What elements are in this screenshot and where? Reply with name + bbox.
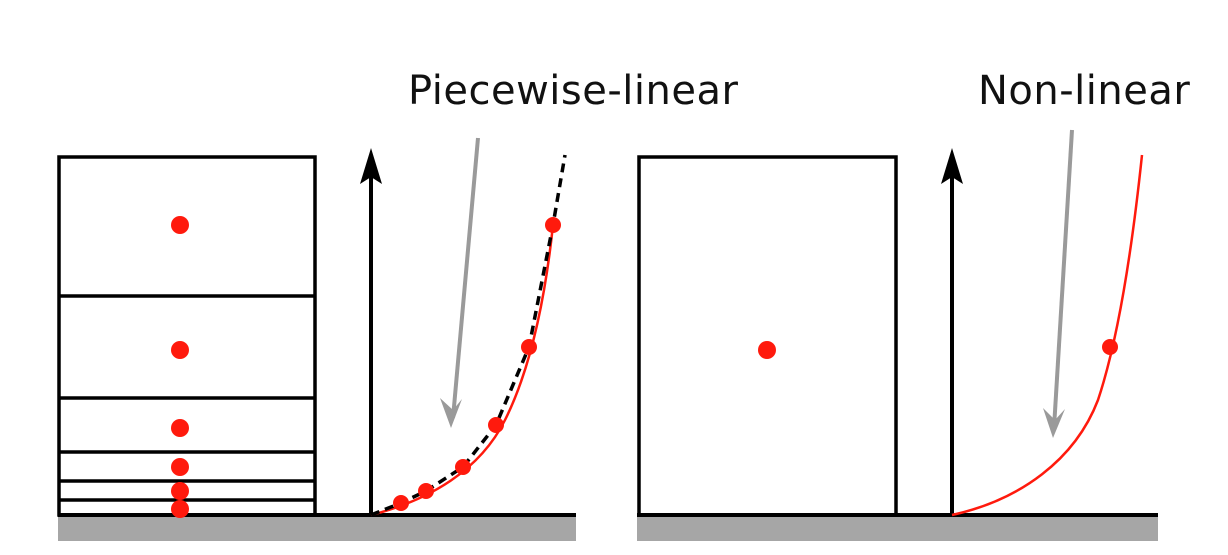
left-curve-point	[521, 339, 537, 355]
left-curve-point	[455, 459, 471, 475]
right-axis-arrowhead	[941, 148, 963, 184]
right-pointer-arrow-line	[1052, 129, 1074, 429]
right-ground	[637, 515, 1158, 541]
right-curve-point	[1102, 339, 1118, 355]
left-axis-arrowhead	[360, 148, 382, 184]
left-box-point	[171, 419, 189, 437]
left-curve-point	[545, 217, 561, 233]
left-box-point	[171, 500, 189, 518]
left-pointer-arrow-line	[451, 137, 480, 419]
left-panel	[57, 137, 576, 541]
piecewise-linear-label: Piecewise-linear	[408, 68, 739, 114]
right-pointer-arrow-head	[1043, 408, 1065, 438]
left-curve-point	[393, 495, 409, 511]
right-box-outline	[637, 155, 898, 517]
left-box-point	[171, 482, 189, 500]
non-linear-label: Non-linear	[978, 68, 1191, 114]
left-box-point	[171, 341, 189, 359]
right-panel	[637, 129, 1158, 541]
left-curve-point	[488, 417, 504, 433]
left-pointer-arrow-head	[440, 398, 462, 428]
left-curve-point	[418, 483, 434, 499]
left-box-outline	[57, 155, 317, 517]
left-box-point	[171, 458, 189, 476]
right-red-curve	[951, 154, 1144, 517]
left-ground	[58, 515, 576, 541]
right-box-point	[758, 341, 776, 359]
left-box-point	[171, 216, 189, 234]
